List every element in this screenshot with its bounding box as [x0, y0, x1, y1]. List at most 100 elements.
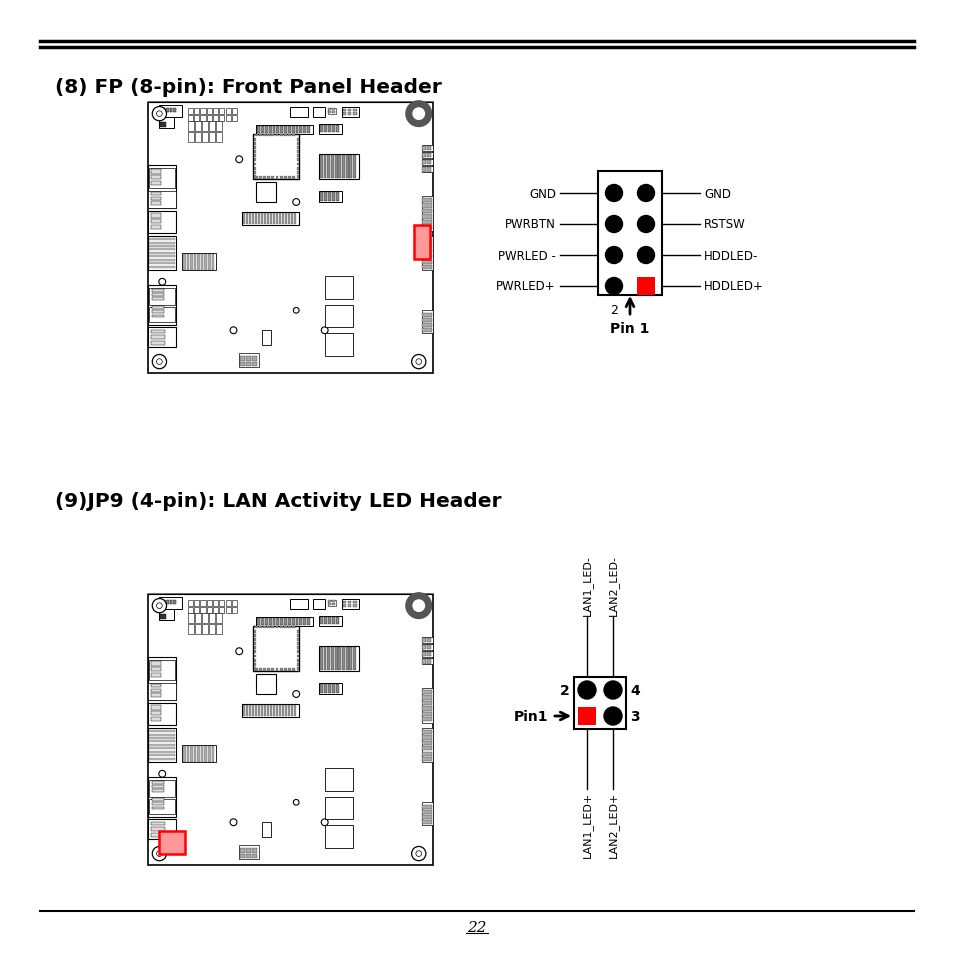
Bar [152, 790, 164, 793]
Bar [421, 638, 433, 643]
Bar [151, 717, 161, 721]
Bar [252, 357, 256, 361]
Text: LAN1_LED-: LAN1_LED- [581, 555, 592, 616]
Bar [281, 705, 284, 717]
Bar [240, 363, 244, 367]
Bar [170, 109, 172, 113]
Bar [275, 669, 278, 671]
Bar [335, 647, 337, 671]
Bar [246, 357, 251, 361]
Bar [285, 213, 287, 225]
Bar [246, 705, 248, 717]
Circle shape [603, 707, 621, 725]
Bar [422, 266, 432, 270]
Bar [151, 684, 161, 687]
Bar [254, 626, 257, 629]
Bar [296, 172, 298, 174]
Bar [421, 689, 433, 722]
Bar [288, 618, 291, 625]
Bar [598, 172, 661, 295]
Text: (9)JP9 (4-pin): LAN Activity LED Header: (9)JP9 (4-pin): LAN Activity LED Header [55, 492, 501, 511]
Bar [349, 155, 352, 179]
Circle shape [230, 328, 236, 335]
Circle shape [637, 216, 654, 233]
Bar [202, 624, 208, 635]
Bar [151, 661, 161, 666]
Bar [422, 318, 432, 322]
Bar [342, 601, 346, 604]
Bar [246, 848, 251, 853]
Bar [160, 123, 166, 128]
Bar [422, 168, 426, 172]
Bar [150, 263, 175, 265]
Bar [150, 288, 175, 305]
Bar [253, 659, 256, 661]
Bar [267, 177, 270, 179]
Bar [257, 213, 260, 225]
Circle shape [411, 846, 425, 861]
Bar [296, 651, 298, 654]
Bar [292, 177, 294, 179]
Bar [260, 213, 263, 225]
Bar [328, 193, 331, 202]
Bar [427, 653, 431, 657]
Text: HDDLED+: HDDLED+ [703, 280, 763, 294]
Text: PWRBTN: PWRBTN [504, 218, 556, 232]
Bar [323, 155, 326, 179]
Bar [209, 122, 214, 132]
Bar [151, 175, 161, 180]
Bar [201, 255, 203, 271]
Text: 22: 22 [467, 920, 486, 934]
Bar [303, 127, 306, 133]
Bar [422, 645, 426, 650]
Bar [291, 213, 293, 225]
Bar [422, 690, 432, 695]
Bar [150, 747, 175, 749]
Bar [213, 109, 218, 114]
Bar [182, 254, 216, 271]
Bar [422, 314, 432, 317]
Bar [283, 626, 286, 629]
Bar [348, 113, 351, 116]
Bar [269, 618, 272, 625]
Bar [422, 659, 426, 664]
Bar [637, 277, 655, 295]
Bar [279, 626, 282, 629]
Bar [209, 133, 214, 143]
Bar [242, 704, 298, 717]
Bar [151, 181, 161, 186]
Bar [427, 659, 431, 664]
Bar [338, 647, 341, 671]
Bar [254, 135, 257, 137]
Bar [267, 669, 270, 671]
Bar [219, 607, 224, 613]
Bar [319, 193, 322, 202]
Bar [263, 135, 266, 137]
Circle shape [230, 819, 236, 826]
Bar [353, 110, 356, 112]
Bar [150, 246, 175, 248]
Bar [327, 600, 335, 606]
Bar [295, 618, 298, 625]
Bar [276, 618, 279, 625]
Bar [159, 831, 185, 854]
Bar [296, 143, 298, 146]
Bar [327, 647, 330, 671]
Bar [324, 305, 353, 328]
Bar [422, 238, 432, 243]
Bar [212, 255, 213, 271]
Bar [267, 135, 270, 137]
Circle shape [293, 199, 299, 206]
Text: 2: 2 [559, 683, 569, 698]
Bar [318, 125, 341, 134]
Bar [188, 116, 193, 122]
Bar [422, 244, 432, 249]
Bar [150, 308, 175, 322]
Bar [313, 108, 324, 117]
Bar [152, 307, 164, 310]
Bar [285, 705, 287, 717]
Bar [335, 155, 337, 179]
Bar [150, 751, 175, 753]
Bar [422, 254, 432, 259]
Bar [256, 126, 313, 134]
